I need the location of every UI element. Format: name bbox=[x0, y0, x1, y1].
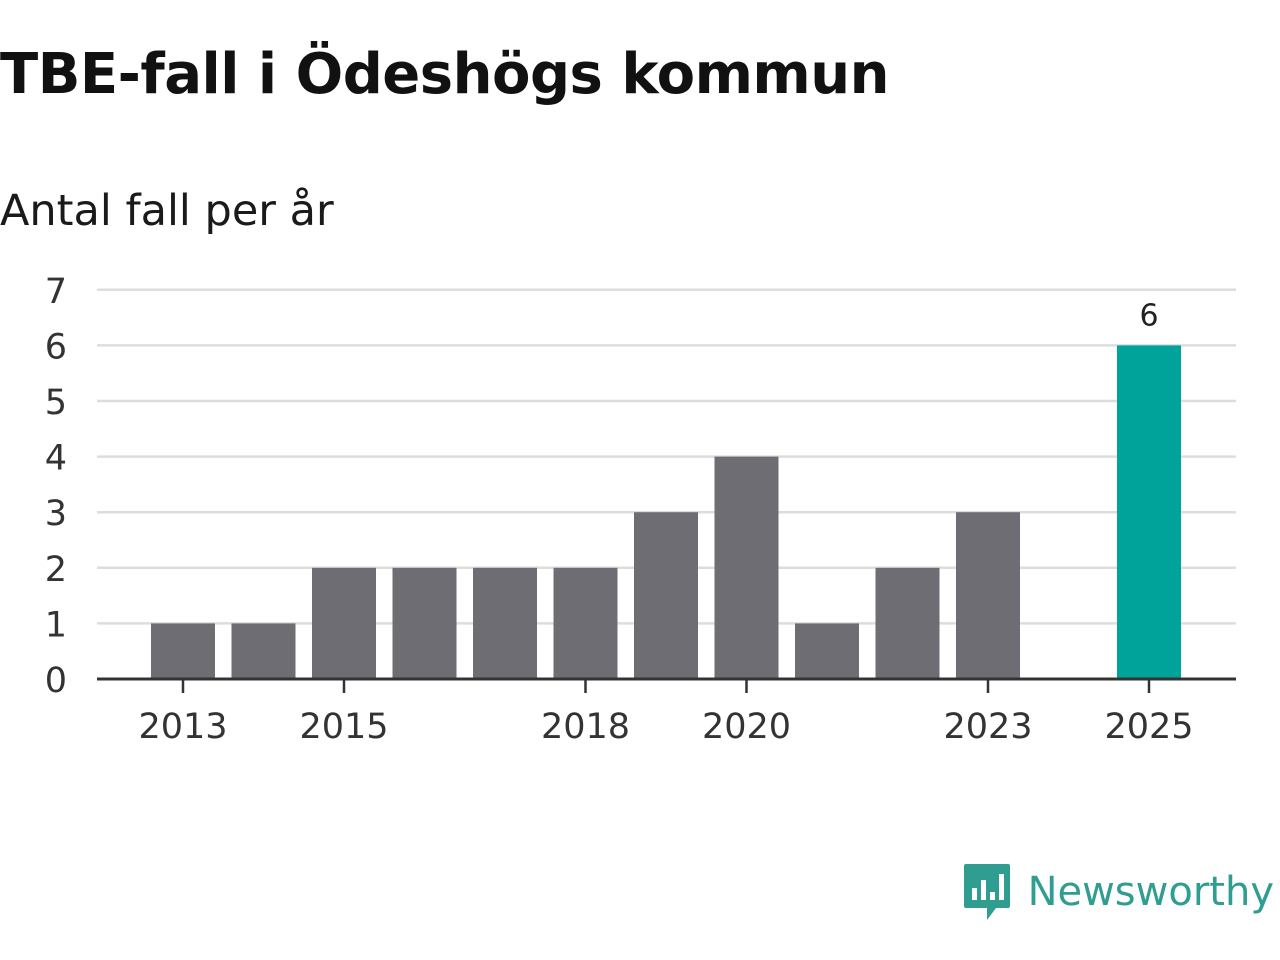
newsworthy-logo-text: Newsworthy bbox=[1027, 869, 1274, 915]
y-tick-label: 7 bbox=[45, 272, 67, 312]
newsworthy-logo-icon bbox=[963, 864, 1010, 920]
y-tick-label: 6 bbox=[45, 327, 67, 367]
y-tick-label: 2 bbox=[45, 550, 67, 590]
bar-2014 bbox=[231, 623, 296, 679]
x-tick-label: 2020 bbox=[702, 707, 791, 747]
x-tick-label: 2025 bbox=[1104, 707, 1193, 747]
chart-subtitle: Antal fall per år bbox=[0, 186, 334, 236]
x-tick-label: 2018 bbox=[541, 707, 630, 747]
bar-2019 bbox=[634, 512, 698, 679]
bar-2021 bbox=[795, 623, 859, 679]
data-label-2025: 6 bbox=[1139, 298, 1158, 333]
newsworthy-logo: Newsworthy bbox=[962, 862, 1274, 922]
bar-chart: 0 1 2 3 4 5 6 7 6 2013 2015 2018 2020 2023 2025 bbox=[45, 272, 1236, 747]
y-tick-label: 5 bbox=[45, 383, 67, 423]
y-tick-label: 3 bbox=[45, 494, 67, 534]
bar-2017 bbox=[473, 567, 537, 679]
x-tick-label: 2023 bbox=[943, 707, 1032, 747]
bar-2022 bbox=[875, 567, 940, 679]
bar-2013 bbox=[151, 623, 215, 679]
y-tick-label: 0 bbox=[45, 661, 67, 701]
bar-2016 bbox=[392, 567, 457, 679]
bar-2020 bbox=[714, 456, 779, 679]
x-tick-label: 2013 bbox=[138, 707, 227, 747]
y-tick-label: 1 bbox=[45, 605, 67, 645]
bar-2015 bbox=[312, 567, 376, 679]
bar-2025 bbox=[1117, 345, 1181, 679]
x-tick-label: 2015 bbox=[299, 707, 388, 747]
bar-2023 bbox=[956, 512, 1020, 679]
chart-title: TBE-fall i Ödeshögs kommun bbox=[0, 42, 890, 107]
y-tick-label: 4 bbox=[45, 439, 67, 479]
bar-2018 bbox=[553, 567, 618, 679]
